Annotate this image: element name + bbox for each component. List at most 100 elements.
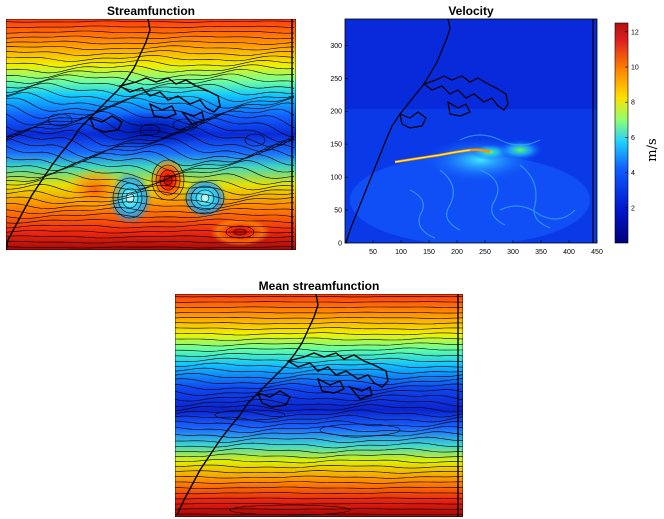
contour-line <box>6 184 295 196</box>
contour-line <box>175 436 463 443</box>
contour-line <box>175 342 463 347</box>
velocity-y-tick-label: 100 <box>330 175 342 182</box>
contour-line <box>6 195 295 205</box>
contour-line <box>175 357 463 364</box>
mean-streamfunction-coastline <box>176 294 459 517</box>
contour-line <box>6 207 295 215</box>
contour-line <box>6 154 295 172</box>
contour-line <box>6 190 295 201</box>
contour-line <box>6 131 295 153</box>
contour-line <box>175 475 463 479</box>
contour-line <box>6 45 295 51</box>
mean-streamfunction-panel <box>175 294 463 517</box>
contour-line <box>6 160 295 177</box>
colorbar-tick-label: 8 <box>631 100 635 107</box>
contour-line <box>175 301 463 303</box>
contour-line <box>175 453 463 459</box>
contour-line <box>175 448 463 454</box>
contour-line <box>6 35 295 40</box>
contour-line <box>175 383 463 391</box>
velocity-filaments <box>409 134 576 239</box>
contour-line <box>175 332 463 336</box>
streamfunction-eddies <box>47 113 266 239</box>
streamfunction-contours <box>6 20 295 249</box>
contour-line <box>175 420 463 428</box>
contour-line <box>6 137 295 158</box>
contour-line <box>175 347 463 352</box>
contour-line <box>6 40 295 45</box>
contour-line <box>6 166 295 182</box>
colorbar-tick-label: 10 <box>631 65 639 72</box>
contour-line <box>175 362 463 369</box>
contour-line <box>6 73 295 86</box>
velocity-x-tick-label: 400 <box>563 249 575 256</box>
contour-line <box>6 201 295 210</box>
mean-streamfunction-title: Mean streamfunction <box>258 279 380 293</box>
contour-line <box>6 82 295 97</box>
contour-line <box>6 68 294 79</box>
contour-line <box>6 171 295 187</box>
mean-streamfunction-contours <box>175 296 463 515</box>
contour-line <box>6 20 295 23</box>
velocity-y-tick-label: 50 <box>334 208 342 215</box>
contour-line <box>175 503 463 505</box>
velocity-y-tick-label: 250 <box>330 76 342 83</box>
velocity-y-axis: 0 50 100 150 200 250 300 <box>330 43 348 248</box>
contour-line <box>175 486 463 489</box>
colorbar-tick-label: 2 <box>631 205 635 212</box>
velocity-x-tick-label: 150 <box>423 249 435 256</box>
contour-line <box>6 106 295 126</box>
contour-line <box>6 64 295 74</box>
contour-line <box>6 178 295 191</box>
contour-line <box>175 388 463 396</box>
contour-line <box>6 30 295 34</box>
contour-line <box>175 404 463 413</box>
colorbar-ticks: 2 4 6 8 10 12 <box>625 29 639 212</box>
velocity-title: Velocity <box>448 4 494 18</box>
mean-streamfunction-field <box>175 294 463 517</box>
contour-line <box>175 367 463 374</box>
contour-line <box>6 148 295 168</box>
velocity-colorbar: 2 4 6 8 10 12 m/s <box>614 22 660 244</box>
contour-line <box>175 393 463 402</box>
contour-line <box>175 414 463 423</box>
contour-line <box>6 101 295 121</box>
velocity-panel: 50 100 150 200 250 300 350 400 450 0 50 100 150 200 2… <box>330 18 603 256</box>
contour-line <box>175 352 463 358</box>
contour-line <box>175 296 463 298</box>
velocity-y-tick-label: 0 <box>338 241 342 248</box>
contour-line <box>6 97 295 115</box>
contour-line <box>175 497 463 500</box>
contour-line <box>175 464 463 469</box>
contour-line <box>6 213 295 219</box>
contour-line <box>175 311 463 314</box>
contour-line <box>175 426 463 433</box>
contour-line <box>175 481 463 484</box>
velocity-x-tick-label: 350 <box>535 249 547 256</box>
contour-line <box>6 87 295 103</box>
contour-line <box>175 327 463 330</box>
contour-line <box>6 50 295 56</box>
velocity-y-tick-label: 200 <box>330 109 342 116</box>
velocity-x-tick-label: 50 <box>369 249 377 256</box>
contour-line <box>6 121 295 143</box>
velocity-x-tick-label: 200 <box>451 249 463 256</box>
contour-line <box>175 399 463 407</box>
velocity-x-tick-label: 100 <box>395 249 407 256</box>
contour-line <box>6 60 295 68</box>
streamfunction-coastline <box>6 19 293 250</box>
contour-line <box>175 459 463 464</box>
contour-line <box>6 55 295 62</box>
colorbar-tick-label: 12 <box>631 29 639 36</box>
contour-line <box>175 322 463 325</box>
contour-line <box>175 492 463 495</box>
contour-line <box>175 337 463 341</box>
contour-line <box>6 116 295 138</box>
velocity-x-tick-label: 250 <box>479 249 491 256</box>
contour-line <box>6 126 295 148</box>
velocity-x-tick-label: 300 <box>507 249 519 256</box>
colorbar-label: m/s <box>645 138 660 161</box>
contour-line <box>175 470 463 474</box>
contour-line <box>6 92 295 109</box>
